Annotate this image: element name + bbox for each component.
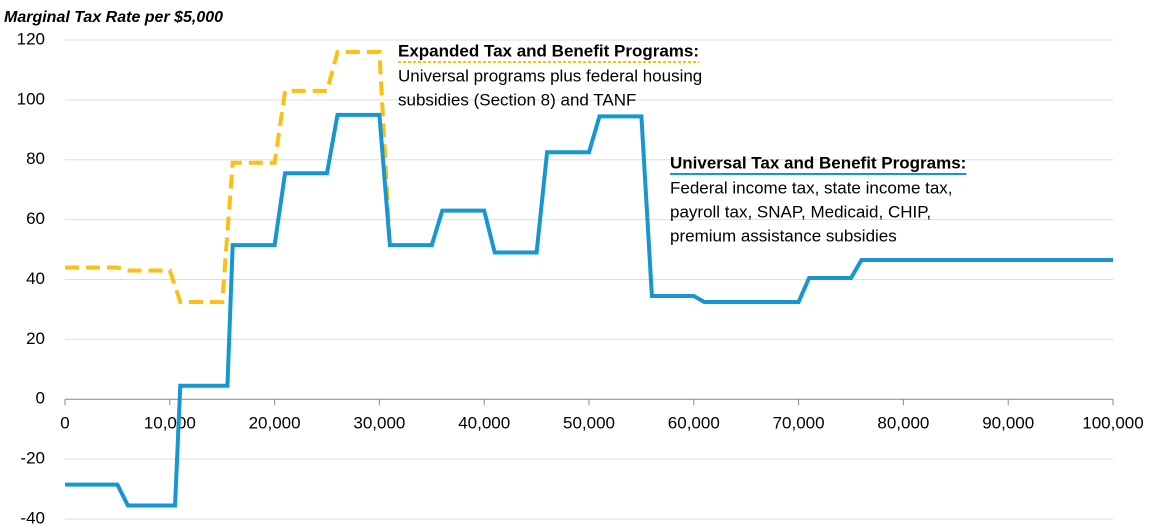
x-tick-label: 30,000 <box>353 414 405 433</box>
x-tick-label: 20,000 <box>249 414 301 433</box>
y-tick-label: -20 <box>20 449 45 468</box>
annotation-line: premium assistance subsidies <box>670 226 897 245</box>
y-tick-label: 20 <box>26 329 45 348</box>
x-tick-label: 50,000 <box>563 414 615 433</box>
annotation-line: Universal programs plus federal housing <box>398 66 702 85</box>
y-tick-label: 100 <box>17 89 45 108</box>
x-tick-label: 40,000 <box>458 414 510 433</box>
x-tick-label: 90,000 <box>982 414 1034 433</box>
annotation-title: Expanded Tax and Benefit Programs: <box>398 41 699 60</box>
x-tick-label: 10,000 <box>144 414 196 433</box>
chart-title: Marginal Tax Rate per $5,000 <box>4 9 223 26</box>
y-tick-label: 80 <box>26 149 45 168</box>
y-tick-label: 0 <box>36 389 45 408</box>
x-tick-label: 60,000 <box>668 414 720 433</box>
x-tick-label: 0 <box>60 414 69 433</box>
x-tick-label: 80,000 <box>877 414 929 433</box>
y-tick-label: 120 <box>17 29 45 48</box>
y-tick-label: -40 <box>20 508 45 527</box>
y-tick-label: 40 <box>26 269 45 288</box>
y-tick-label: 60 <box>26 209 45 228</box>
line-series <box>65 112 1113 508</box>
annotation-title: Universal Tax and Benefit Programs: <box>670 153 966 172</box>
x-tick-label: 100,000 <box>1082 414 1143 433</box>
annotation-line: subsidies (Section 8) and TANF <box>398 90 636 109</box>
annotation-line: payroll tax, SNAP, Medicaid, CHIP, <box>670 202 931 221</box>
line-series <box>65 49 392 304</box>
annotation-line: Federal income tax, state income tax, <box>670 178 953 197</box>
x-tick-label: 70,000 <box>773 414 825 433</box>
